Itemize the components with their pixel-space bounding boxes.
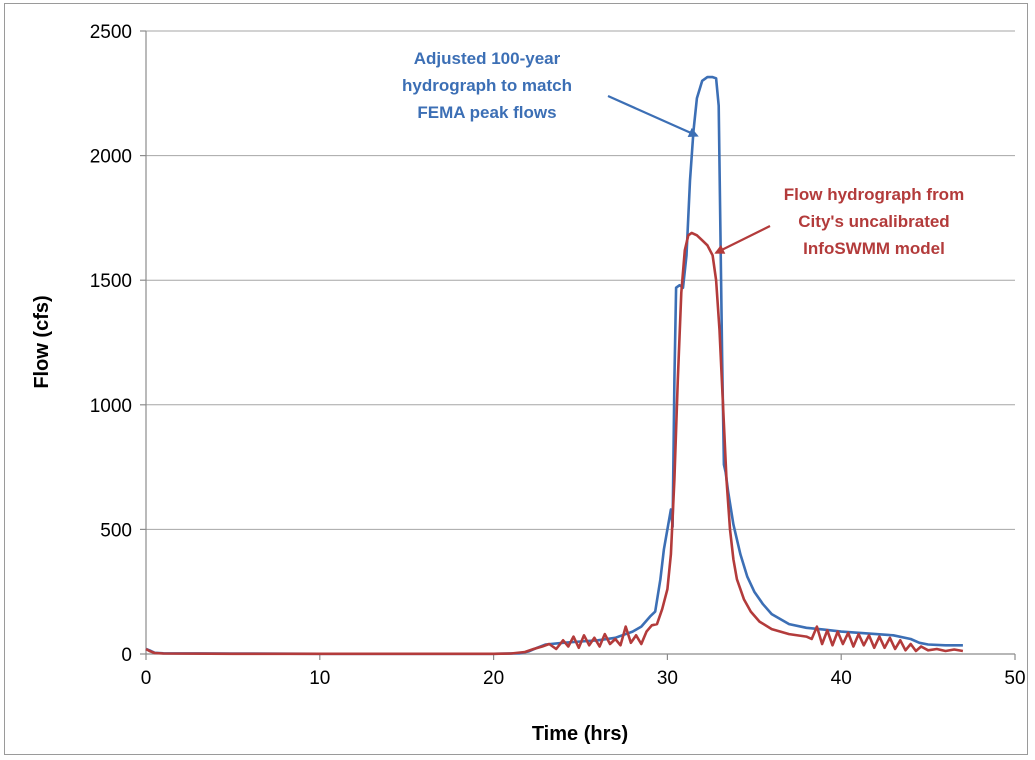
annotation-2-line-3: InfoSWMM model (803, 239, 945, 258)
annotation-2-line-2: City's uncalibrated (798, 212, 949, 231)
annotation-1-arrow (607, 94, 699, 137)
series-line-1 (145, 75, 963, 656)
x-tick-label: 30 (657, 668, 678, 689)
series-line-2 (145, 231, 964, 656)
x-tick-label: 10 (309, 668, 330, 689)
chart-frame (4, 3, 1028, 755)
y-tick-label: 1500 (90, 271, 132, 292)
grid-lines (146, 30, 1015, 530)
x-axis-title: Time (hrs) (532, 723, 628, 745)
x-tick-label: 0 (141, 668, 152, 689)
y-tick-label: 2500 (90, 22, 132, 43)
annotations: Adjusted 100-year hydrograph to match FEMA… (402, 49, 964, 258)
annotation-2-arrow (714, 225, 771, 254)
y-tick-labels: 0 500 1000 1500 2000 2500 (90, 22, 132, 666)
annotation-2-line-1: Flow hydrograph from (784, 185, 964, 204)
annotation-1-line-1: Adjusted 100-year (414, 49, 561, 68)
annotation-1-line-2: hydrograph to match (402, 76, 572, 95)
x-tick-labels: 0 10 20 30 40 50 (141, 668, 1026, 689)
y-tick-label: 2000 (90, 147, 132, 168)
axes (140, 30, 1016, 660)
x-tick-label: 40 (831, 668, 852, 689)
series-lines (145, 75, 964, 656)
y-tick-label: 1000 (90, 396, 132, 417)
y-tick-label: 500 (100, 520, 132, 541)
x-tick-label: 50 (1004, 668, 1025, 689)
annotation-1-line-3: FEMA peak flows (417, 103, 556, 122)
x-tick-label: 20 (483, 668, 504, 689)
y-tick-label: 0 (121, 645, 132, 666)
y-axis-title: Flow (cfs) (31, 295, 53, 388)
